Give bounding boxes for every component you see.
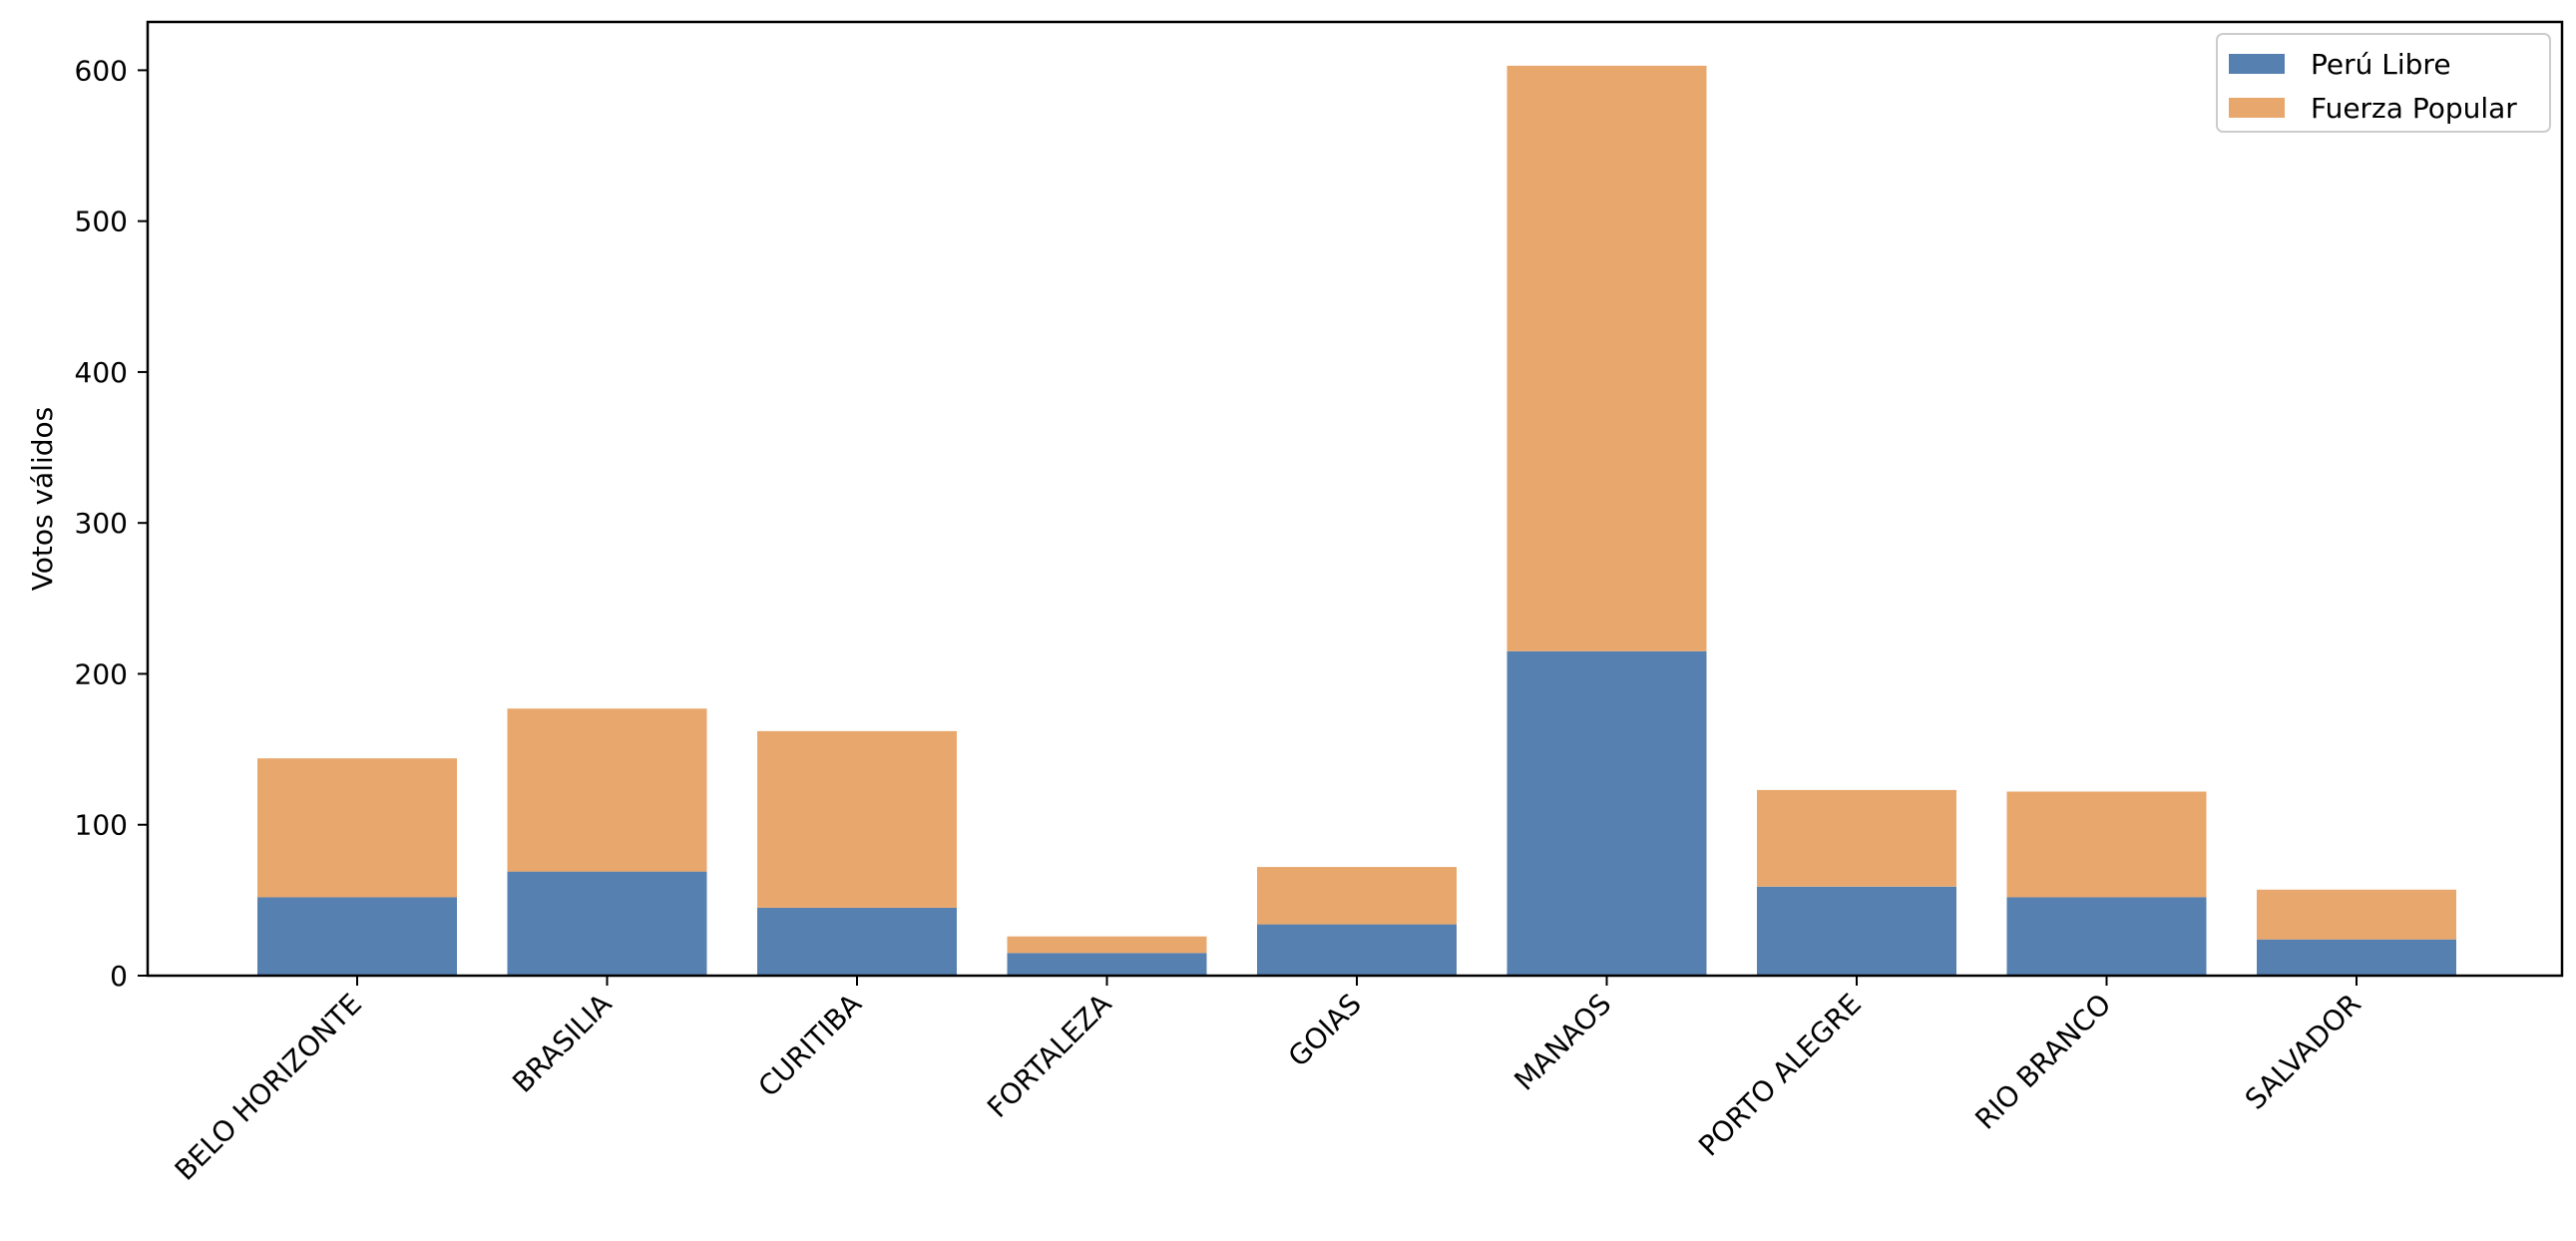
bar-series1-1 xyxy=(507,871,707,976)
y-tick-label: 100 xyxy=(75,809,128,842)
y-ticks: 0 100 200 300 400 500 600 xyxy=(75,54,148,993)
y-tick-label: 300 xyxy=(75,507,128,540)
bar-series2-3 xyxy=(1007,936,1207,954)
y-tick-label: 400 xyxy=(75,356,128,389)
legend-label: Perú Libre xyxy=(2311,48,2451,81)
axes-layer xyxy=(146,20,2564,978)
y-tick-label: 600 xyxy=(75,54,128,87)
bar-series1-3 xyxy=(1007,953,1207,976)
bar-series1-7 xyxy=(2006,897,2207,976)
bar-series2-5 xyxy=(1506,65,1707,651)
y-tick-label: 200 xyxy=(75,657,128,690)
bar-series1-4 xyxy=(1257,924,1457,976)
bar-series2-2 xyxy=(757,730,957,908)
legend-frame xyxy=(2216,33,2551,133)
y-tick-label: 0 xyxy=(110,960,128,993)
plot-frame xyxy=(146,20,2564,978)
legend: Perú Libre Fuerza Popular xyxy=(2216,33,2551,133)
legend-label: Fuerza Popular xyxy=(2311,92,2517,125)
bar-series2-1 xyxy=(507,708,707,872)
bar-series2-4 xyxy=(1257,867,1457,925)
bar-series2-0 xyxy=(257,758,457,898)
bar-series2-8 xyxy=(2257,889,2456,940)
bars-layer xyxy=(257,65,2456,976)
bar-series2-7 xyxy=(2006,791,2207,898)
bar-series1-8 xyxy=(2257,939,2456,976)
y-tick-label: 500 xyxy=(75,206,128,238)
bar-series1-0 xyxy=(257,897,457,976)
bar-series1-2 xyxy=(757,907,957,976)
legend-swatch xyxy=(2229,54,2285,74)
legend-swatch xyxy=(2229,98,2285,118)
bar-series2-6 xyxy=(1757,789,1956,887)
bar-series1-6 xyxy=(1757,886,1956,976)
y-axis-label: Votos válidos xyxy=(26,407,59,592)
bar-series1-5 xyxy=(1506,650,1707,976)
